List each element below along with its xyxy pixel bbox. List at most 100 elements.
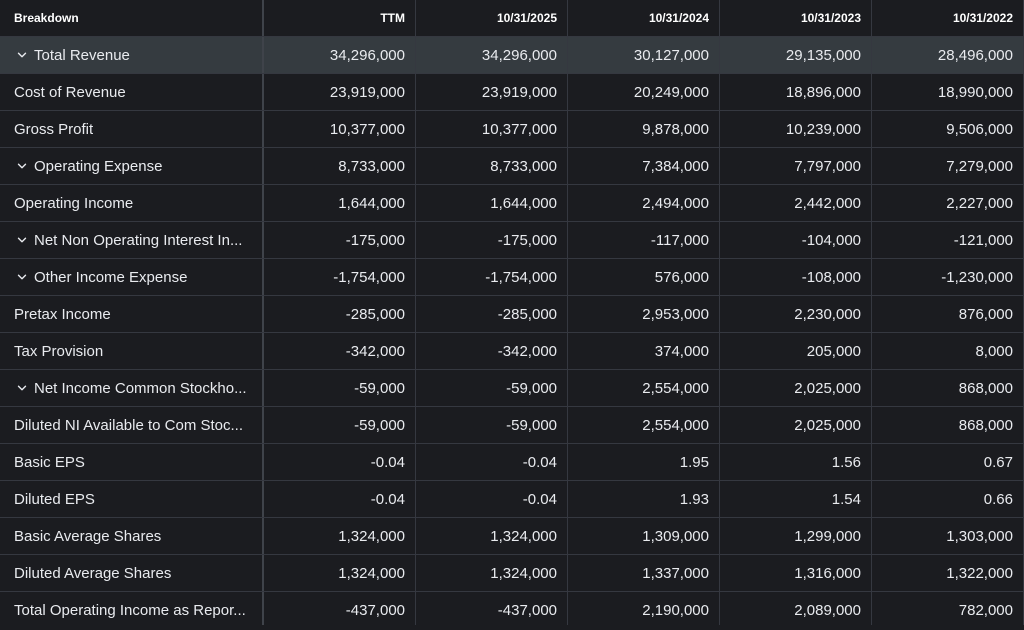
table-row: Gross Profit 10,377,000 10,377,000 9,878,00…: [0, 111, 1024, 148]
row-value: 23,919,000: [329, 83, 405, 101]
row-value: 205,000: [806, 342, 861, 360]
row-value: -0.04: [522, 453, 557, 471]
header-breakdown: Breakdown: [0, 0, 264, 36]
row-value-cell: -59,000: [416, 407, 568, 443]
row-value-cell: 1,316,000: [720, 555, 872, 591]
row-value-cell: 0.66: [872, 481, 1024, 517]
row-value: 1,337,000: [642, 564, 709, 582]
row-label-cell[interactable]: Total Revenue: [0, 37, 264, 73]
row-value: 2,442,000: [794, 194, 861, 212]
table-row: Operating Expense 8,733,000 8,733,000 7,384…: [0, 148, 1024, 185]
row-value: -117,000: [650, 231, 709, 249]
row-value: 2,025,000: [794, 416, 861, 434]
row-value-cell: -437,000: [264, 592, 416, 628]
chevron-down-icon[interactable]: [16, 382, 28, 394]
row-value-cell: -0.04: [264, 481, 416, 517]
table-row: Other Income Expense -1,754,000 -1,754,000…: [0, 259, 1024, 296]
row-label-cell: Total Operating Income as Repor...: [0, 592, 264, 628]
row-label: Basic Average Shares: [14, 527, 162, 545]
row-value: -175,000: [345, 231, 405, 249]
header-col-2025: 10/31/2025: [416, 0, 568, 36]
chevron-down-icon[interactable]: [16, 160, 28, 172]
row-value-cell: 782,000: [872, 592, 1024, 628]
chevron-down-icon[interactable]: [16, 234, 28, 246]
row-value: 30,127,000: [633, 46, 709, 64]
row-value: -285,000: [345, 305, 405, 323]
row-label-cell: Operating Income: [0, 185, 264, 221]
chevron-down-icon[interactable]: [16, 271, 28, 283]
row-value: 8,733,000: [338, 157, 405, 175]
row-value-cell: 2,442,000: [720, 185, 872, 221]
row-value-cell: -121,000: [872, 222, 1024, 258]
header-col-2023: 10/31/2023: [720, 0, 872, 36]
row-label-wrap: Total Operating Income as Repor...: [14, 602, 246, 619]
row-label-cell: Pretax Income: [0, 296, 264, 332]
row-label-cell: Tax Provision: [0, 333, 264, 369]
row-value: 7,279,000: [946, 157, 1013, 175]
row-value: 1.95: [679, 453, 709, 471]
row-value: 0.67: [983, 453, 1013, 471]
row-value: 23,919,000: [481, 83, 557, 101]
row-value: -59,000: [354, 379, 405, 397]
row-label-wrap: Gross Profit: [14, 121, 93, 138]
row-value-cell: 576,000: [568, 259, 720, 295]
row-value-cell: -59,000: [264, 407, 416, 443]
row-label-cell[interactable]: Other Income Expense: [0, 259, 264, 295]
row-value: 18,990,000: [937, 83, 1013, 101]
row-value: -108,000: [801, 268, 861, 286]
row-label-wrap: Tax Provision: [14, 343, 103, 360]
row-label-wrap: Basic Average Shares: [14, 528, 161, 545]
row-value: -59,000: [506, 416, 557, 434]
chevron-down-icon[interactable]: [16, 49, 28, 61]
row-value-cell: -285,000: [416, 296, 568, 332]
row-value: -0.04: [522, 490, 557, 508]
row-value-cell: 374,000: [568, 333, 720, 369]
row-value-cell: 8,733,000: [264, 148, 416, 184]
row-value-cell: 1.93: [568, 481, 720, 517]
row-label-cell[interactable]: Net Income Common Stockho...: [0, 370, 264, 406]
row-value-cell: -108,000: [720, 259, 872, 295]
row-value: 2,089,000: [794, 601, 861, 619]
row-value: 2,953,000: [642, 305, 709, 323]
row-value: 8,733,000: [490, 157, 557, 175]
row-value-cell: 1,324,000: [264, 518, 416, 554]
row-label: Operating Expense: [34, 157, 163, 175]
row-value-cell: 10,377,000: [264, 111, 416, 147]
row-label-cell[interactable]: Net Non Operating Interest In...: [0, 222, 264, 258]
row-expand-toggle[interactable]: Operating Expense: [14, 158, 162, 175]
table-row: Total Revenue 34,296,000 34,296,000 30,127,…: [0, 37, 1024, 74]
row-value: 1.93: [679, 490, 709, 508]
row-value: 1,316,000: [794, 564, 861, 582]
table-row: Operating Income 1,644,000 1,644,000 2,494,…: [0, 185, 1024, 222]
row-value-cell: -0.04: [264, 444, 416, 480]
row-value-cell: 34,296,000: [416, 37, 568, 73]
row-value: 1.56: [831, 453, 861, 471]
row-value: -1,754,000: [333, 268, 405, 286]
row-value: -1,230,000: [941, 268, 1013, 286]
row-value-cell: 2,190,000: [568, 592, 720, 628]
row-value-cell: -1,754,000: [264, 259, 416, 295]
row-value-cell: 10,239,000: [720, 111, 872, 147]
row-value: 576,000: [654, 268, 709, 286]
row-value: 29,135,000: [785, 46, 861, 64]
row-value-cell: -1,754,000: [416, 259, 568, 295]
row-value-cell: 1,324,000: [264, 555, 416, 591]
row-expand-toggle[interactable]: Total Revenue: [14, 47, 130, 64]
table-bottom-strip: [0, 625, 1024, 630]
table-row: Tax Provision -342,000 -342,000 374,000 205,…: [0, 333, 1024, 370]
row-value-cell: 1,299,000: [720, 518, 872, 554]
row-value: 1,644,000: [338, 194, 405, 212]
row-value: 1,309,000: [642, 527, 709, 545]
row-value: 1,299,000: [794, 527, 861, 545]
row-value: 1,324,000: [490, 527, 557, 545]
row-expand-toggle[interactable]: Net Income Common Stockho...: [14, 380, 247, 397]
row-expand-toggle[interactable]: Other Income Expense: [14, 269, 187, 286]
row-value-cell: 10,377,000: [416, 111, 568, 147]
row-value: 34,296,000: [329, 46, 405, 64]
row-value-cell: -342,000: [416, 333, 568, 369]
row-label-cell[interactable]: Operating Expense: [0, 148, 264, 184]
row-expand-toggle[interactable]: Net Non Operating Interest In...: [14, 232, 242, 249]
row-value: -437,000: [497, 601, 557, 619]
row-value: -175,000: [497, 231, 557, 249]
header-col-label: 10/31/2023: [800, 11, 861, 25]
